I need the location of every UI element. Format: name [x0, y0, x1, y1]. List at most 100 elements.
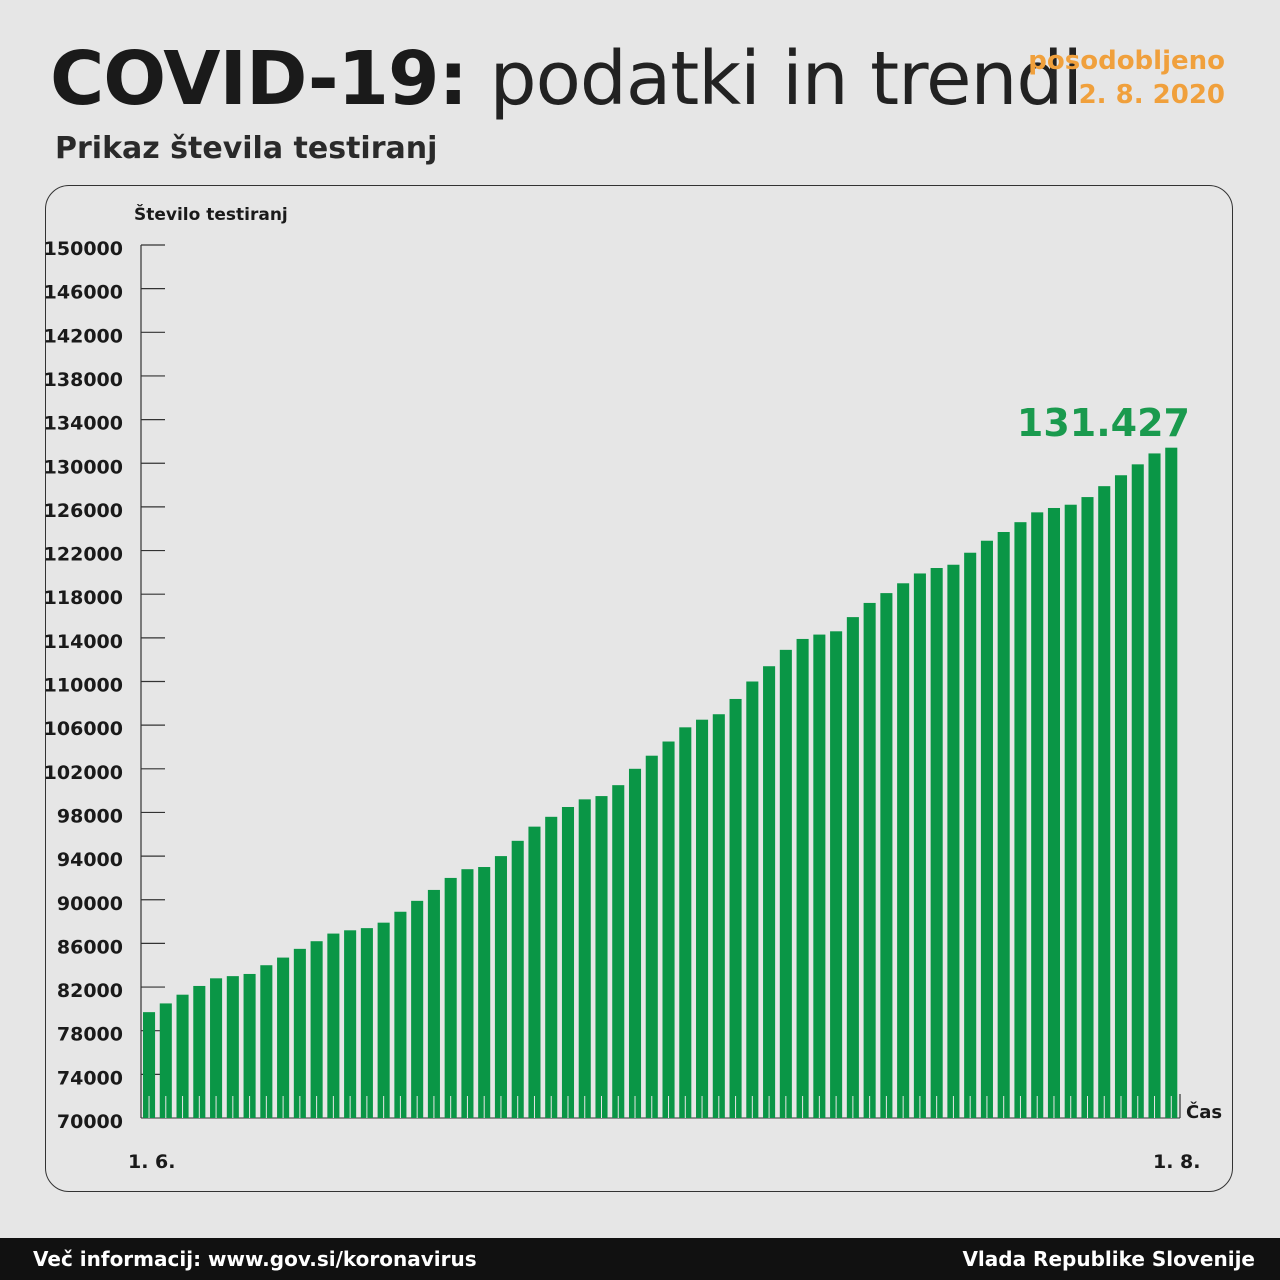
y-tick-label: 90000: [57, 893, 123, 915]
bar: [1064, 504, 1077, 1118]
bar: [779, 649, 792, 1118]
bar: [880, 593, 893, 1118]
y-tick-label: 118000: [44, 587, 123, 609]
y-tick-label: 86000: [57, 936, 123, 958]
bar: [1014, 522, 1027, 1118]
bar: [1131, 464, 1144, 1118]
bar: [913, 573, 926, 1118]
bar: [846, 617, 859, 1118]
bar: [327, 933, 340, 1118]
bar: [344, 930, 357, 1118]
title-light: podatki in trendi: [489, 36, 1083, 122]
y-tick-label: 134000: [44, 413, 123, 435]
bar: [444, 877, 457, 1118]
bar: [293, 948, 306, 1118]
bar: [796, 638, 809, 1118]
bar: [561, 806, 575, 1118]
bar: [143, 1012, 156, 1118]
footer-info-link[interactable]: Več informacij: www.gov.si/koronavirus: [33, 1247, 477, 1271]
y-tick-label: 110000: [44, 675, 123, 697]
x-axis-label: Čas: [1186, 1101, 1222, 1123]
bar: [930, 568, 943, 1118]
bar: [427, 889, 440, 1118]
bar: [863, 602, 876, 1118]
footer-org: Vlada Republike Slovenije: [962, 1247, 1255, 1271]
bar: [947, 564, 960, 1118]
x-start-label: 1. 6.: [128, 1151, 176, 1173]
y-tick-label: 70000: [57, 1111, 123, 1133]
bar: [578, 799, 591, 1118]
updated-label: posodobljeno: [1028, 46, 1225, 76]
bar: [1047, 507, 1061, 1119]
bar: [193, 985, 206, 1118]
y-axis-label: Število testiranj: [134, 203, 288, 225]
bar: [494, 856, 507, 1118]
bar: [1098, 486, 1111, 1118]
chart-panel: [45, 185, 1233, 1192]
bar-chart: Število testiranj Čas 1. 6. 1. 8. 131.42…: [44, 203, 1222, 1173]
bar: [763, 666, 776, 1118]
bar: [243, 973, 256, 1118]
bar: [1114, 475, 1128, 1118]
y-tick-label: 142000: [44, 325, 123, 347]
y-tick-label: 146000: [44, 282, 123, 304]
y-tick-label: 150000: [44, 238, 123, 260]
bar: [897, 583, 910, 1118]
footer-bar: Več informacij: www.gov.si/koronavirus V…: [0, 1238, 1280, 1280]
bar: [511, 840, 524, 1118]
bar: [980, 540, 993, 1118]
updated-date: 2. 8. 2020: [1078, 80, 1225, 110]
bar: [461, 869, 474, 1118]
bar: [645, 755, 658, 1118]
bar: [679, 727, 692, 1118]
bar: [628, 768, 642, 1118]
bar: [310, 941, 323, 1118]
bar: [360, 928, 373, 1118]
bar: [394, 911, 407, 1118]
y-tick-label: 126000: [44, 500, 123, 522]
y-tick-label: 130000: [44, 456, 123, 478]
bar: [411, 900, 424, 1118]
bar: [612, 785, 625, 1118]
y-tick-label: 138000: [44, 369, 123, 391]
y-tick-label: 82000: [57, 980, 123, 1002]
y-tick-label: 78000: [57, 1024, 123, 1046]
bar: [226, 976, 239, 1118]
y-tick-label: 98000: [57, 805, 123, 827]
bar: [830, 631, 843, 1118]
bar: [1148, 453, 1161, 1119]
y-tick-label: 114000: [44, 631, 123, 653]
bar: [1031, 512, 1044, 1118]
bar: [813, 634, 826, 1118]
bar: [712, 714, 725, 1118]
bar: [729, 698, 742, 1118]
y-tick-label: 94000: [57, 849, 123, 871]
bar: [1081, 497, 1094, 1118]
bar: [210, 978, 223, 1118]
update-info: posodobljeno 2. 8. 2020: [1028, 44, 1225, 112]
chart-subtitle: Prikaz števila testiranj: [55, 131, 438, 166]
bar: [964, 552, 977, 1118]
bar: [595, 796, 608, 1118]
bar: [478, 867, 491, 1118]
bar: [377, 922, 390, 1118]
y-tick-label: 122000: [44, 544, 123, 566]
y-tick-label: 74000: [57, 1067, 123, 1089]
page-title: COVID-19: podatki in trendi: [50, 34, 1083, 124]
y-tick-label: 106000: [44, 718, 123, 740]
y-tick-label: 102000: [44, 762, 123, 784]
bar: [159, 1003, 172, 1118]
bar: [997, 531, 1010, 1118]
title-bold: COVID-19:: [50, 36, 468, 122]
bar: [545, 816, 558, 1118]
bar: [1165, 447, 1178, 1118]
bar: [696, 719, 709, 1118]
bar: [662, 741, 675, 1118]
bar: [746, 681, 759, 1118]
x-end-label: 1. 8.: [1153, 1151, 1201, 1173]
highlight-value: 131.427: [1017, 401, 1190, 445]
bar: [260, 965, 273, 1118]
bar: [176, 994, 189, 1118]
bar: [528, 826, 541, 1118]
bar: [277, 957, 290, 1118]
